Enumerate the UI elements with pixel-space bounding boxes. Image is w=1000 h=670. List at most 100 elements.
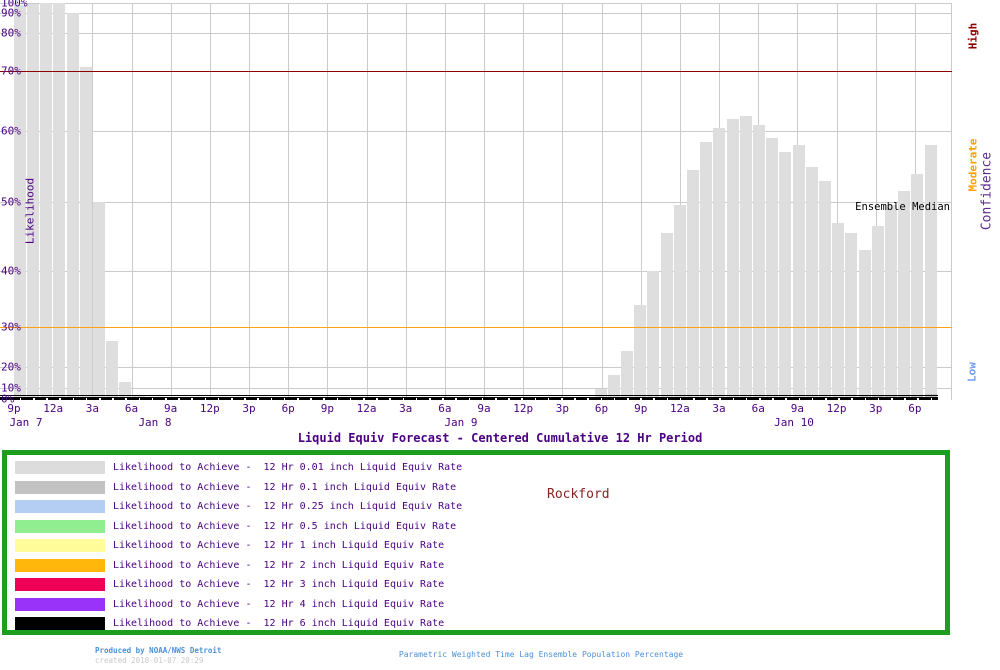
gridline-horizontal [0,13,952,14]
gridline-horizontal [0,33,952,34]
x-axis-tick-label: 12a [43,402,64,415]
x-tick-mark [46,397,48,400]
likelihood-bar [620,351,634,400]
x-axis-date-label: Jan 8 [138,416,172,429]
likelihood-bar [713,128,726,400]
legend-item-label: Likelihood to Achieve - 12 Hr 3 inch Liq… [113,579,445,590]
likelihood-bar [726,119,739,400]
location-label: Rockford [547,487,610,502]
legend-swatch [15,500,105,513]
gridline-vertical [484,3,486,400]
x-axis-tick-label: 12a [669,402,690,415]
x-axis-tick-label: 9a [790,402,805,415]
y-axis-tick-label: 10% [1,381,21,395]
x-tick-mark [838,397,840,400]
likelihood-bar [766,138,779,400]
x-tick-mark [811,397,814,400]
likelihood-bar [686,170,700,400]
x-tick-mark [283,397,286,400]
x-axis-tick-label: 12a [356,402,377,415]
likelihood-bar [805,166,818,400]
x-axis-tick-label: 3p [869,402,883,415]
x-tick-mark [99,397,101,400]
gridline-horizontal [0,3,952,4]
x-axis-tick-label: 6p [594,402,609,415]
likelihood-bar [858,250,871,400]
gridline-horizontal [0,131,952,132]
likelihood-bar [700,141,713,400]
x-axis-tick-label: 3a [712,402,726,415]
gridline-vertical [366,3,368,400]
x-tick-mark [521,397,523,400]
legend-swatch [15,539,105,552]
y-axis-tick-label: 100% [1,0,28,10]
x-axis-tick-label: 9p [7,402,21,415]
likelihood-bar [40,3,53,400]
legend-swatch [15,578,105,591]
x-tick-mark [125,397,127,400]
x-tick-mark [613,397,616,400]
x-tick-mark [244,397,246,400]
x-axis-date-label: Jan 10 [774,416,814,429]
x-tick-mark [772,397,774,400]
x-tick-mark [323,397,325,400]
x-axis-tick-label: 12p [513,402,534,415]
gridline-vertical [875,3,877,400]
legend-item-label: Likelihood to Achieve - 12 Hr 0.01 inch … [113,462,463,473]
likelihood-bar [607,375,620,400]
y-axis-tick-label: 30% [1,320,21,334]
x-tick-mark [257,397,259,400]
x-tick-mark [495,397,497,400]
likelihood-bar [845,233,858,400]
y-axis-tick-label: 0% [1,392,15,406]
x-tick-mark [653,397,655,400]
gridline-vertical [249,3,251,400]
x-tick-mark [759,397,761,400]
likelihood-bar [739,116,752,400]
x-tick-mark [600,397,603,400]
likelihood-bar [884,205,898,400]
legend-swatch [15,461,105,474]
legend-swatch [15,617,105,630]
legend-item: Likelihood to Achieve - 12 Hr 0.1 inch L… [7,480,945,497]
gridline-vertical [131,3,133,400]
gridline-vertical [640,3,642,400]
x-tick-mark [112,397,114,400]
x-tick-mark [877,397,880,400]
x-axis-tick-label: 9a [164,402,178,415]
x-tick-mark [547,397,550,400]
method-caption: Parametric Weighted Time Lag Ensemble Po… [398,650,684,659]
x-tick-mark [706,397,708,400]
x-tick-mark [363,397,365,400]
confidence-high-label: High [966,22,980,50]
x-tick-mark [297,397,299,400]
x-tick-mark [178,397,180,400]
y-axis-tick-label: 80% [1,26,21,40]
y-axis-tick-label: 20% [1,360,21,374]
likelihood-bar [647,271,660,400]
legend-item: Likelihood to Achieve - 12 Hr 0.25 inch … [7,500,945,516]
x-tick-mark [310,397,312,400]
legend-item: Likelihood to Achieve - 12 Hr 0.01 inch … [7,461,945,477]
x-tick-mark [442,397,444,400]
x-tick-mark [481,397,484,400]
legend-item-label: Likelihood to Achieve - 12 Hr 4 inch Liq… [113,598,445,610]
x-axis-tick-label: 3p [242,402,256,415]
x-axis-line [0,394,938,396]
likelihood-bar [79,67,92,400]
gridline-vertical [288,3,290,400]
x-tick-mark [587,397,589,400]
legend-item-label: Likelihood to Achieve - 12 Hr 6 inch Liq… [113,618,445,629]
x-axis-tick-label: 12p [199,402,220,415]
producer-credit: Produced by NOAA/NWS Detroit [95,646,222,655]
likelihood-bar [871,226,884,400]
x-tick-mark [468,397,471,400]
legend-item: Likelihood to Achieve - 12 Hr 4 inch Liq… [7,597,945,614]
gridline-vertical [405,3,407,400]
x-tick-mark [719,397,721,400]
x-axis-date-label: Jan 7 [9,416,43,429]
x-tick-mark [561,397,563,400]
x-tick-mark [349,397,352,400]
created-timestamp: created 2018-01-07 20:29 [95,656,204,665]
likelihood-bar [53,3,66,400]
